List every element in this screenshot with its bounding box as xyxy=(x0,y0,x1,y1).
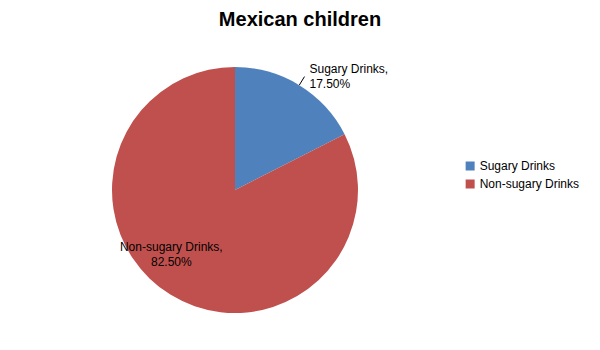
svg-text:82.50%: 82.50% xyxy=(151,255,192,269)
svg-text:Sugary Drinks,: Sugary Drinks, xyxy=(309,62,388,76)
svg-text:Non-sugary Drinks,: Non-sugary Drinks, xyxy=(120,240,223,254)
svg-text:Non-sugary Drinks: Non-sugary Drinks xyxy=(480,177,579,191)
svg-text:Sugary Drinks: Sugary Drinks xyxy=(480,159,555,173)
svg-text:17.50%: 17.50% xyxy=(309,77,350,91)
svg-text:Mexican children: Mexican children xyxy=(219,8,381,30)
